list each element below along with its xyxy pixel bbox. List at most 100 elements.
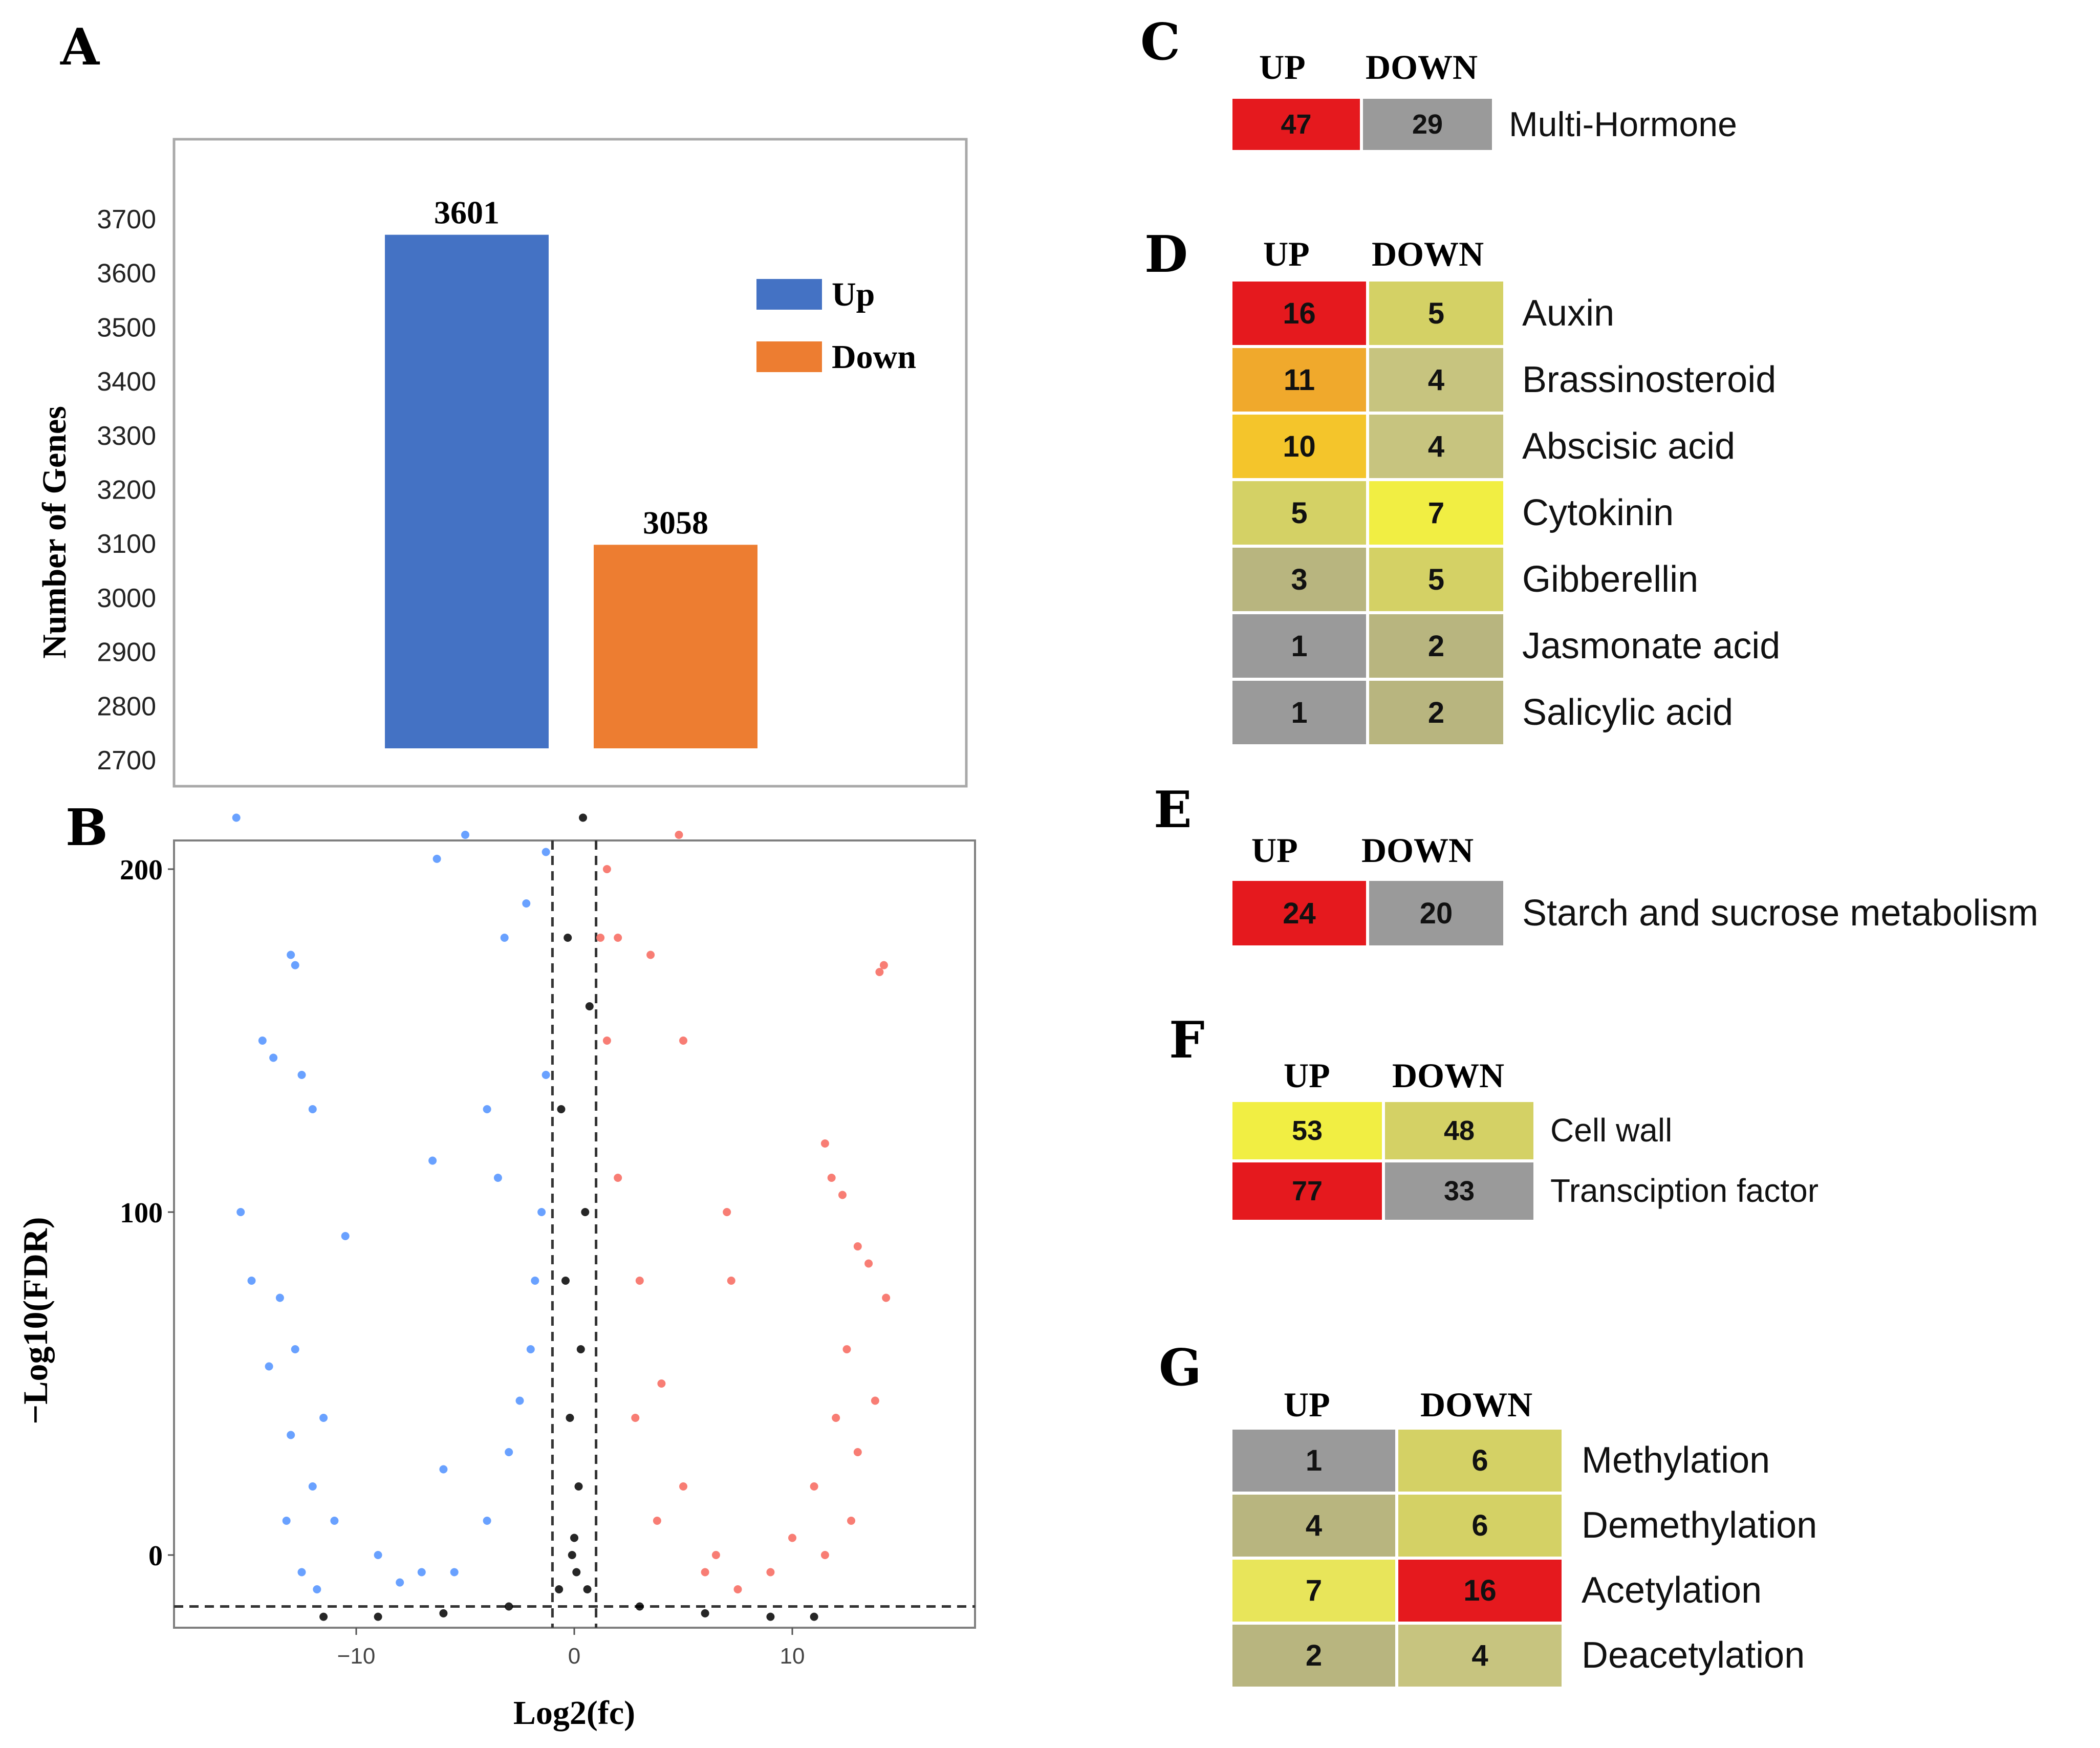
point-up bbox=[653, 1517, 661, 1525]
heat-cell-down: 6 bbox=[1397, 1428, 1563, 1493]
row-label: Cytokinin bbox=[1522, 492, 1674, 533]
column-header-down: DOWN bbox=[1361, 831, 1474, 870]
heat-cell-down: 4 bbox=[1368, 347, 1505, 413]
series-ns bbox=[319, 813, 818, 1621]
point-ns bbox=[579, 813, 588, 822]
heat-cell-up: 10 bbox=[1231, 413, 1368, 480]
point-down bbox=[417, 1568, 426, 1577]
heat-cell-up: 1 bbox=[1231, 1428, 1397, 1493]
column-header-up: UP bbox=[1259, 48, 1306, 87]
column-header-down: DOWN bbox=[1372, 234, 1484, 273]
point-up bbox=[635, 1277, 644, 1285]
point-up bbox=[675, 831, 683, 839]
y-tick-label: 3600 bbox=[97, 259, 156, 289]
point-ns bbox=[635, 1602, 644, 1611]
point-down bbox=[297, 1568, 306, 1577]
y-tick-label: 0 bbox=[148, 1540, 163, 1572]
point-ns bbox=[570, 1534, 578, 1542]
y-tick-label: 200 bbox=[120, 854, 163, 886]
point-ns bbox=[581, 1208, 590, 1216]
point-down bbox=[374, 1551, 382, 1559]
y-tick-label: 3300 bbox=[97, 421, 156, 451]
point-up bbox=[701, 1568, 709, 1577]
point-up bbox=[820, 1139, 829, 1148]
y-axis-title: −Log10(FDR) bbox=[16, 1217, 55, 1424]
point-up bbox=[723, 1208, 731, 1216]
point-up bbox=[871, 1396, 879, 1405]
point-up bbox=[820, 1551, 829, 1559]
y-tick-label: 3000 bbox=[97, 584, 156, 613]
point-down bbox=[232, 813, 241, 822]
point-down bbox=[439, 1465, 448, 1474]
point-down bbox=[282, 1517, 291, 1525]
row-label: Abscisic acid bbox=[1522, 425, 1736, 467]
series-up bbox=[596, 831, 891, 1593]
point-up bbox=[827, 1174, 836, 1182]
heat-cell-down: 2 bbox=[1368, 613, 1505, 679]
heat-cell-down: 4 bbox=[1368, 413, 1505, 480]
heat-cell-up: 1 bbox=[1231, 679, 1368, 746]
point-down bbox=[275, 1293, 284, 1302]
point-down bbox=[428, 1156, 437, 1165]
row-label: Demethylation bbox=[1582, 1505, 1817, 1546]
point-up bbox=[657, 1379, 666, 1388]
point-down bbox=[531, 1277, 539, 1285]
heat-cell-up: 16 bbox=[1231, 280, 1368, 347]
point-up bbox=[832, 1414, 840, 1422]
point-down bbox=[483, 1105, 491, 1113]
row-label: Acetylation bbox=[1582, 1570, 1762, 1611]
plot-frame bbox=[172, 138, 968, 788]
y-axis-title: Number of Genes bbox=[36, 406, 73, 659]
point-down bbox=[396, 1578, 404, 1587]
heat-cell-down: 16 bbox=[1397, 1558, 1563, 1623]
x-tick-label: −10 bbox=[337, 1644, 376, 1669]
point-up bbox=[602, 1037, 611, 1045]
point-ns bbox=[555, 1585, 564, 1593]
point-down bbox=[450, 1568, 459, 1577]
point-ns bbox=[576, 1345, 585, 1353]
heat-cell-up: 4 bbox=[1231, 1493, 1397, 1558]
bar-data-label: 3601 bbox=[434, 195, 500, 231]
point-up bbox=[733, 1585, 742, 1593]
panel-letter-f: F bbox=[1169, 1011, 1205, 1070]
point-up bbox=[711, 1551, 720, 1559]
row-label: Transciption factor bbox=[1550, 1172, 1819, 1210]
point-down bbox=[319, 1414, 328, 1422]
heat-cell-up: 53 bbox=[1231, 1100, 1383, 1161]
row-label: Methylation bbox=[1582, 1440, 1770, 1481]
point-ns bbox=[585, 1002, 594, 1010]
plot-frame bbox=[173, 839, 976, 1629]
point-down bbox=[432, 854, 441, 863]
panel-letter-d: D bbox=[1144, 225, 1188, 284]
point-ns bbox=[564, 934, 572, 942]
column-header-up: UP bbox=[1251, 831, 1298, 870]
legend-swatch-down bbox=[756, 341, 822, 372]
heat-cell-down: 29 bbox=[1361, 97, 1493, 152]
point-up bbox=[842, 1345, 851, 1353]
column-header-up: UP bbox=[1284, 1385, 1330, 1424]
point-ns bbox=[505, 1602, 513, 1611]
y-tick-label: 3500 bbox=[97, 313, 156, 342]
point-up bbox=[646, 951, 655, 959]
point-down bbox=[522, 899, 531, 908]
point-down bbox=[269, 1053, 278, 1062]
point-down bbox=[537, 1208, 546, 1216]
point-ns bbox=[583, 1585, 592, 1593]
point-down bbox=[258, 1037, 267, 1045]
column-header-up: UP bbox=[1284, 1056, 1330, 1095]
y-tick-label: 3400 bbox=[97, 367, 156, 397]
point-ns bbox=[568, 1551, 576, 1559]
point-up bbox=[838, 1191, 847, 1199]
heat-cell-down: 6 bbox=[1397, 1493, 1563, 1558]
x-axis-title: Log2(fc) bbox=[513, 1694, 635, 1732]
point-down bbox=[515, 1396, 524, 1405]
bar-down bbox=[594, 545, 757, 748]
point-up bbox=[614, 934, 622, 942]
point-down bbox=[297, 1071, 306, 1079]
volcano-plot-b: −100100100200300Log2(fc)−Log10(FDR) bbox=[16, 813, 976, 1732]
column-header-down: DOWN bbox=[1392, 1056, 1505, 1095]
panel-letter-c: C bbox=[1140, 13, 1180, 72]
heat-cell-down: 20 bbox=[1368, 879, 1505, 947]
heat-cell-down: 2 bbox=[1368, 679, 1505, 746]
point-down bbox=[308, 1105, 317, 1113]
